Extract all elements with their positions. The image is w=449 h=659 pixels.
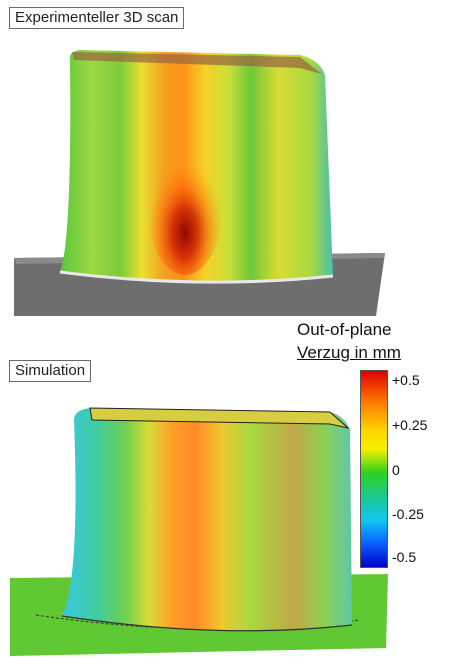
- legend-title-line1: Out-of-plane: [297, 320, 392, 339]
- simulation-blade: [62, 408, 352, 631]
- scan-render: [14, 50, 385, 316]
- colorbar: [360, 370, 388, 568]
- tick-label: +0.25: [392, 417, 428, 433]
- tick-label: -0.25: [392, 506, 424, 522]
- simulation-render: [10, 407, 388, 656]
- legend-title-line2: Verzug in mm: [297, 343, 401, 362]
- tick-label: -0.5: [392, 549, 417, 565]
- tick-label: 0: [392, 462, 400, 478]
- scan-label: Experimenteller 3D scan: [9, 7, 185, 29]
- tick-label: +0.5: [392, 372, 420, 388]
- simulation-label: Simulation: [9, 360, 92, 382]
